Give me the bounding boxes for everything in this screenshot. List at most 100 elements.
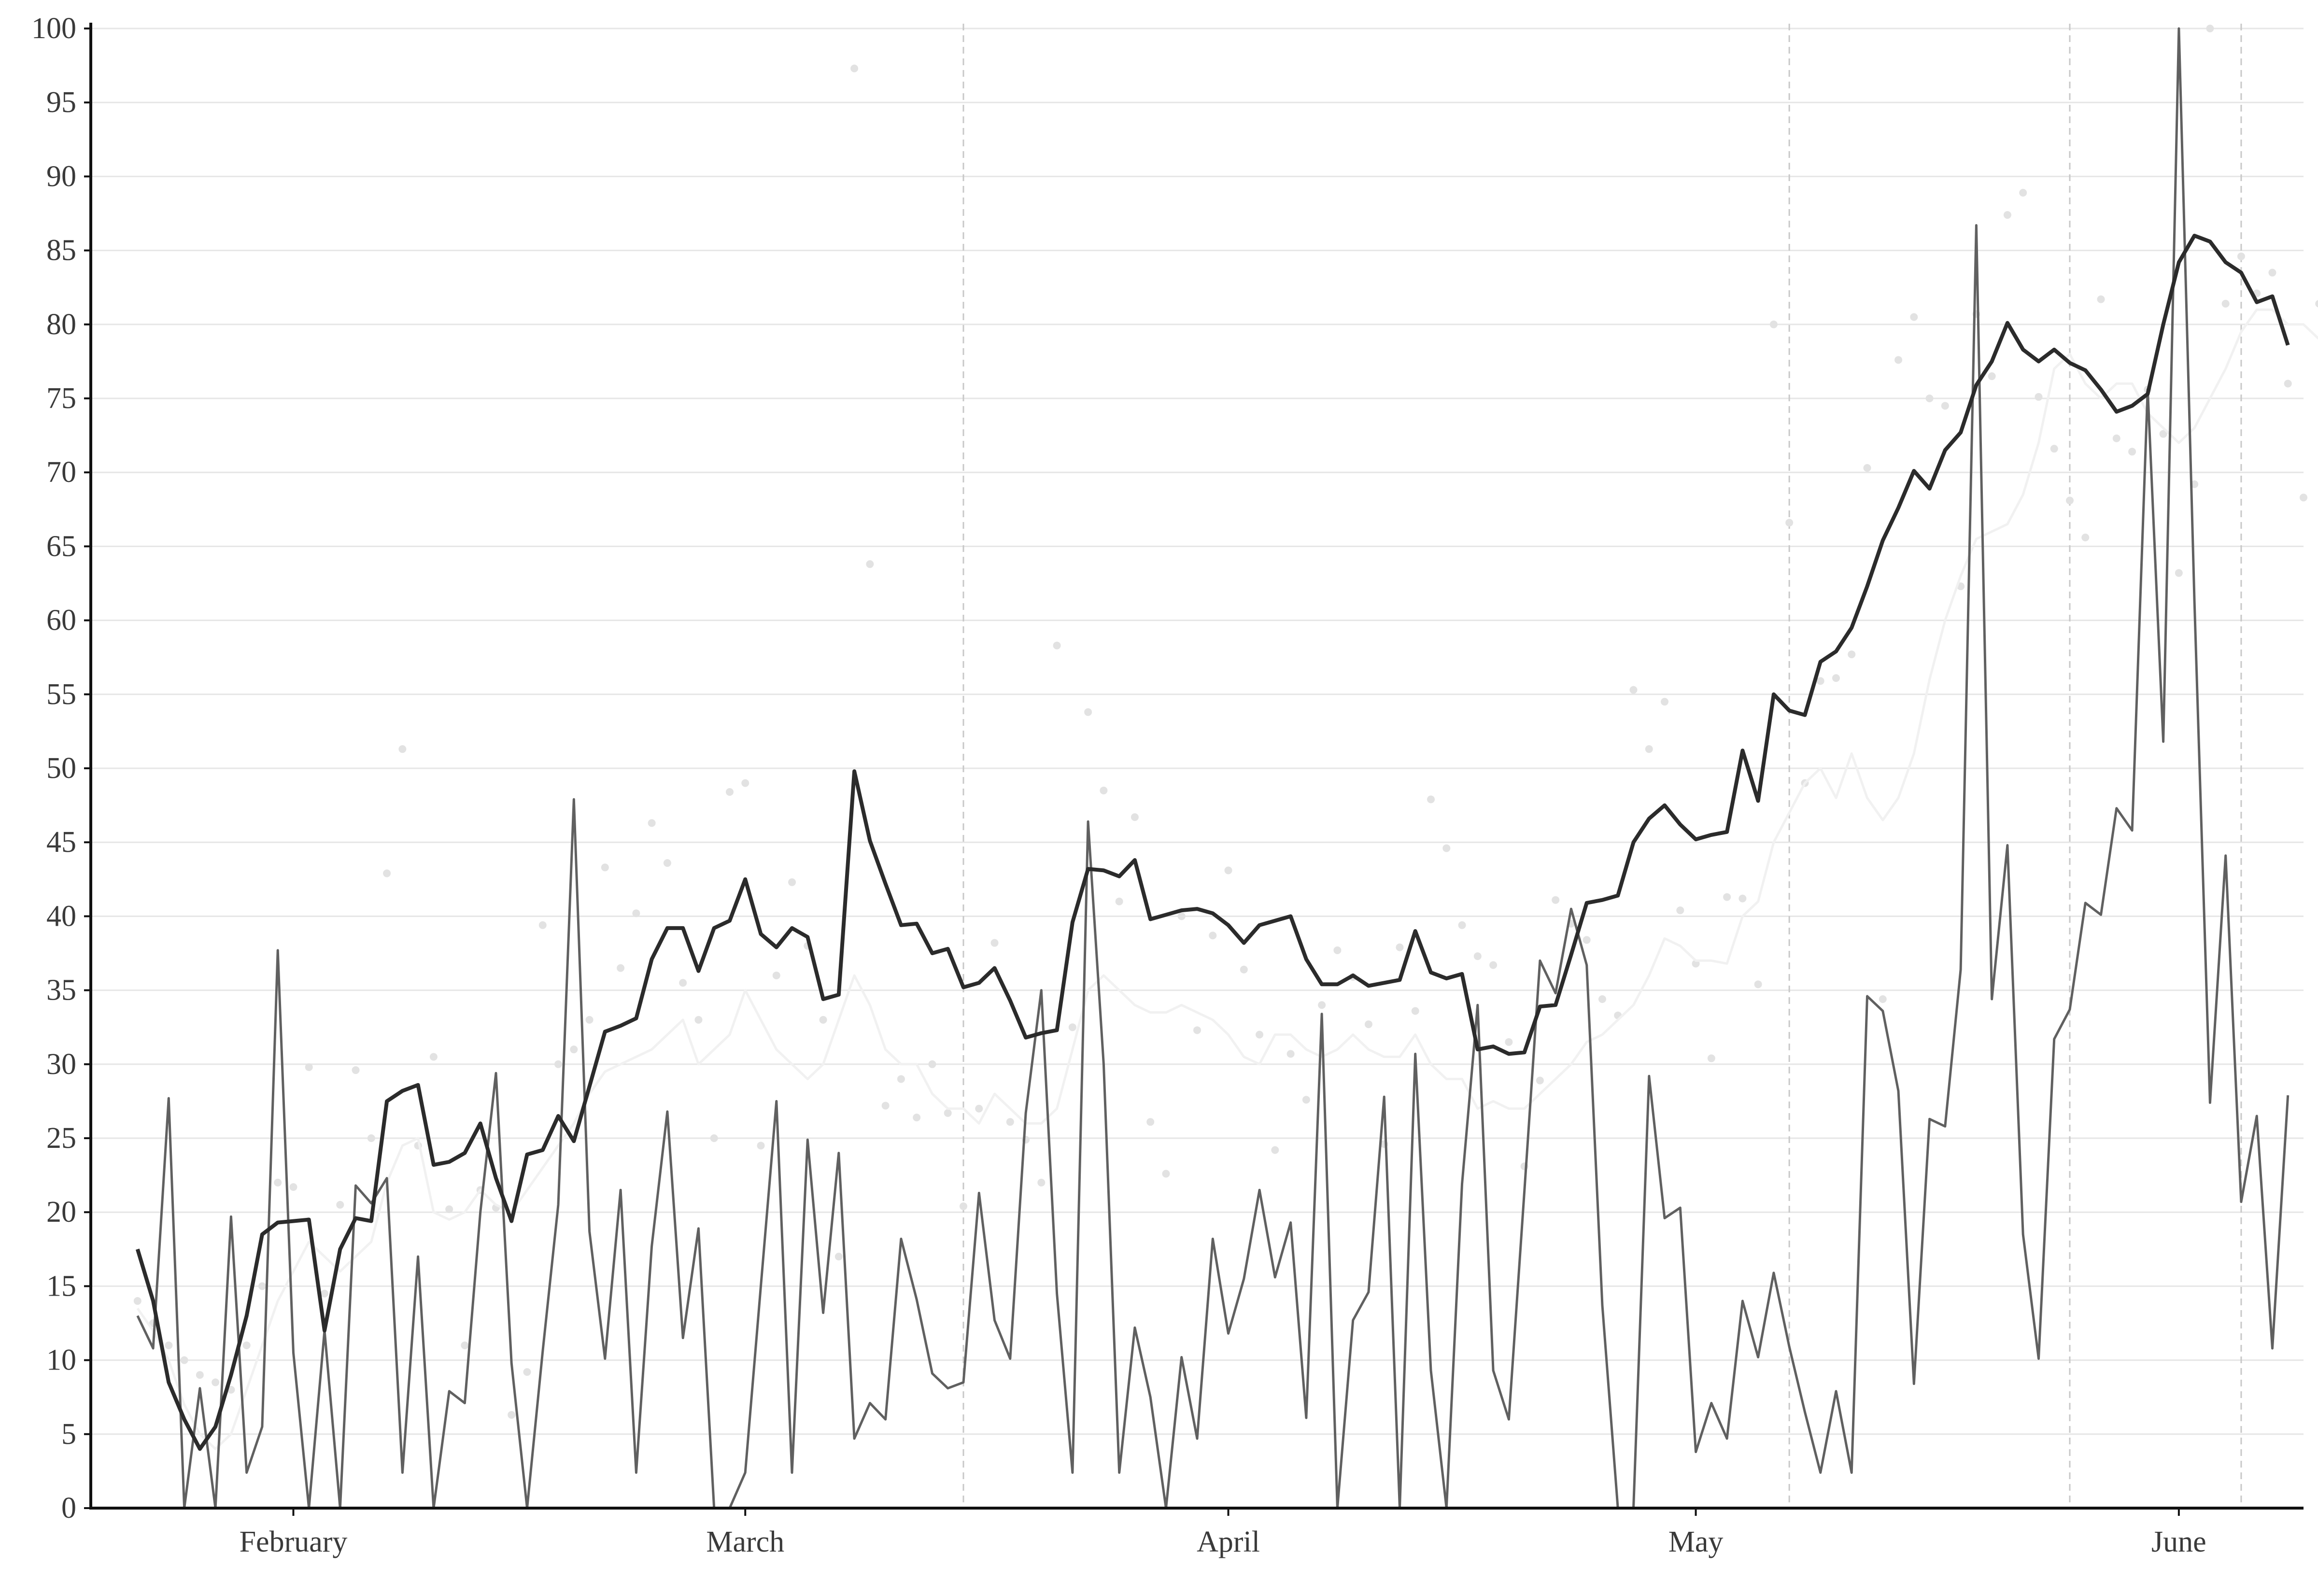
light-point-series [133, 25, 2318, 1419]
data-point [165, 1341, 173, 1349]
data-point [850, 64, 859, 72]
data-point [336, 1201, 344, 1209]
data-point [383, 869, 391, 877]
data-point [2081, 534, 2090, 542]
data-point [1333, 946, 1342, 954]
data-point [2206, 25, 2214, 32]
y-tick-label: 15 [46, 1270, 76, 1302]
axes [89, 23, 2304, 1510]
data-point [367, 1134, 375, 1142]
data-point [1863, 464, 1871, 472]
data-point [242, 1341, 251, 1349]
data-point [585, 1016, 594, 1024]
data-point [694, 1016, 703, 1024]
data-point [1458, 921, 1466, 929]
y-tick-label: 75 [46, 382, 76, 415]
y-tick-label: 55 [46, 678, 76, 711]
data-point [975, 1104, 983, 1113]
data-point [1988, 372, 1996, 381]
data-point [1146, 1118, 1155, 1126]
y-tick-label: 50 [46, 752, 76, 785]
data-point [196, 1371, 204, 1379]
data-point [212, 1378, 220, 1386]
data-point [1583, 936, 1591, 944]
data-point [1162, 1170, 1170, 1178]
data-point [1396, 943, 1404, 951]
data-point [1053, 641, 1061, 650]
data-point [1068, 1023, 1076, 1031]
data-point [1100, 786, 1108, 794]
data-point [2175, 569, 2183, 577]
smoothed-series-line [135, 234, 2290, 1451]
data-point [461, 1341, 469, 1349]
y-tick-label: 0 [61, 1492, 76, 1525]
data-point [1177, 912, 1186, 920]
y-tick-label: 45 [46, 826, 76, 859]
data-point [1084, 708, 1092, 716]
data-point [305, 1063, 313, 1071]
x-axis-ticks: February March April May June [240, 1508, 2206, 1558]
data-point [274, 1178, 282, 1186]
y-tick-label: 5 [61, 1418, 76, 1451]
data-point [321, 1289, 329, 1298]
y-tick-label: 40 [46, 900, 76, 932]
data-point [663, 859, 671, 867]
data-point [1115, 897, 1123, 905]
data-point [1240, 965, 1248, 974]
data-point [1925, 395, 1934, 402]
data-point [1256, 1031, 1264, 1039]
data-point [1489, 961, 1498, 969]
data-point [2019, 189, 2027, 197]
data-point [944, 1109, 952, 1117]
data-point [1598, 995, 1606, 1003]
data-point [1769, 320, 1778, 328]
data-point [1629, 686, 1638, 694]
x-tick-label: May [1668, 1525, 1724, 1558]
data-point [1816, 677, 1824, 685]
data-point [1754, 980, 1762, 989]
daily-series-line [136, 27, 2290, 1510]
data-point [2237, 252, 2245, 260]
data-point [554, 1060, 563, 1068]
y-tick-label: 70 [46, 456, 76, 489]
x-tick-label: April [1197, 1525, 1260, 1558]
data-point [570, 1045, 578, 1054]
data-point [2065, 496, 2074, 505]
data-point [1224, 866, 1232, 875]
line-series [135, 27, 2318, 1510]
y-tick-label: 90 [46, 160, 76, 193]
data-point [1427, 795, 1435, 804]
data-point [1364, 1020, 1372, 1029]
x-tick-label: February [240, 1525, 348, 1558]
data-point [1645, 745, 1653, 753]
data-point [1318, 1001, 1326, 1009]
data-point [523, 1368, 531, 1376]
data-point [1442, 844, 1451, 852]
x-tick-label: March [706, 1525, 784, 1558]
data-point [897, 1075, 905, 1083]
y-gridlines [91, 28, 2304, 1509]
data-point [1738, 894, 1747, 903]
data-point [788, 878, 796, 886]
data-point [913, 1114, 921, 1122]
data-point [2003, 211, 2011, 219]
data-point [757, 1142, 765, 1150]
data-point [710, 1134, 718, 1142]
data-point [990, 939, 999, 947]
data-point [2284, 380, 2292, 388]
data-point [133, 1297, 141, 1305]
data-point [538, 921, 547, 929]
faint-series-line [136, 308, 2318, 1450]
data-point [959, 1202, 967, 1210]
data-point [445, 1205, 453, 1214]
data-point [648, 819, 656, 827]
data-point [1832, 674, 1840, 682]
y-tick-label: 100 [31, 12, 76, 45]
data-point [1411, 1007, 1419, 1015]
data-point [1661, 698, 1669, 706]
data-point [617, 964, 625, 972]
data-point [1879, 995, 1887, 1003]
data-point [1723, 893, 1731, 901]
